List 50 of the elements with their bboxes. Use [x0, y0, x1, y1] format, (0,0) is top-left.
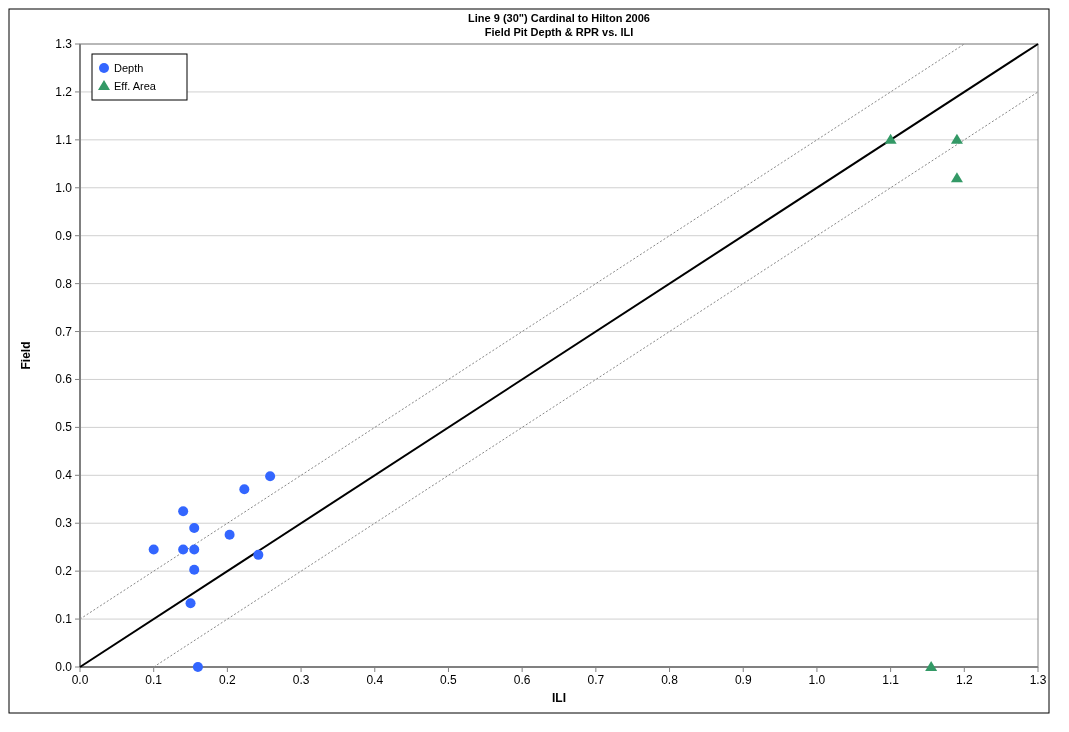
y-tick-label: 0.3	[55, 516, 73, 531]
y-tick-label: 0.6	[55, 372, 73, 387]
legend-label: Depth	[114, 62, 144, 74]
y-tick-label: 1.0	[55, 180, 73, 195]
point	[950, 172, 963, 183]
point	[189, 564, 200, 575]
y-tick-label: 0.1	[55, 612, 73, 627]
point	[925, 661, 938, 671]
y-tick-label: 0.4	[55, 468, 73, 483]
point	[192, 662, 203, 672]
point	[239, 484, 250, 495]
chart-title: Line 9 (30") Cardinal to Hilton 2006	[468, 12, 650, 24]
x-tick-label: 1.2	[955, 673, 973, 687]
point	[265, 471, 276, 482]
y-tick-label: 0.5	[55, 420, 73, 435]
point	[224, 529, 235, 540]
x-tick-label: 0.8	[661, 673, 679, 687]
y-tick-label: 0.0	[55, 660, 73, 674]
legend-label: Eff. Area	[114, 80, 157, 92]
x-tick-label: 0.5	[440, 673, 458, 687]
y-tick-label: 1.1	[55, 132, 73, 147]
point	[178, 544, 189, 555]
point	[189, 544, 200, 555]
point	[185, 598, 196, 609]
point	[148, 544, 159, 555]
y-tick-label: 0.7	[55, 324, 73, 339]
chart-subtitle: Field Pit Depth & RPR vs. ILI	[484, 26, 634, 38]
x-tick-label: 0.3	[292, 673, 310, 687]
x-tick-label: 0.2	[219, 673, 237, 687]
x-tick-label: 0.4	[366, 673, 384, 687]
x-tick-label: 0.0	[71, 673, 89, 687]
y-tick-label: 1.3	[55, 37, 73, 51]
y-axis-title: Field	[19, 341, 33, 370]
point	[253, 549, 264, 560]
point	[950, 133, 963, 144]
x-tick-label: 1.1	[882, 673, 900, 687]
x-tick-label: 0.7	[587, 673, 605, 687]
x-tick-label: 0.9	[734, 673, 752, 687]
x-tick-label: 1.3	[1029, 673, 1047, 687]
y-tick-label: 0.9	[55, 228, 73, 243]
point	[178, 506, 189, 517]
point	[189, 523, 200, 534]
x-tick-label: 0.6	[513, 673, 531, 687]
point	[884, 133, 897, 144]
x-tick-label: 1.0	[808, 673, 826, 687]
x-axis-title: ILI	[552, 691, 566, 705]
y-tick-label: 0.2	[55, 564, 73, 579]
y-tick-label: 1.2	[55, 84, 73, 99]
x-tick-label: 0.1	[145, 673, 163, 687]
y-tick-label: 0.8	[55, 276, 73, 291]
